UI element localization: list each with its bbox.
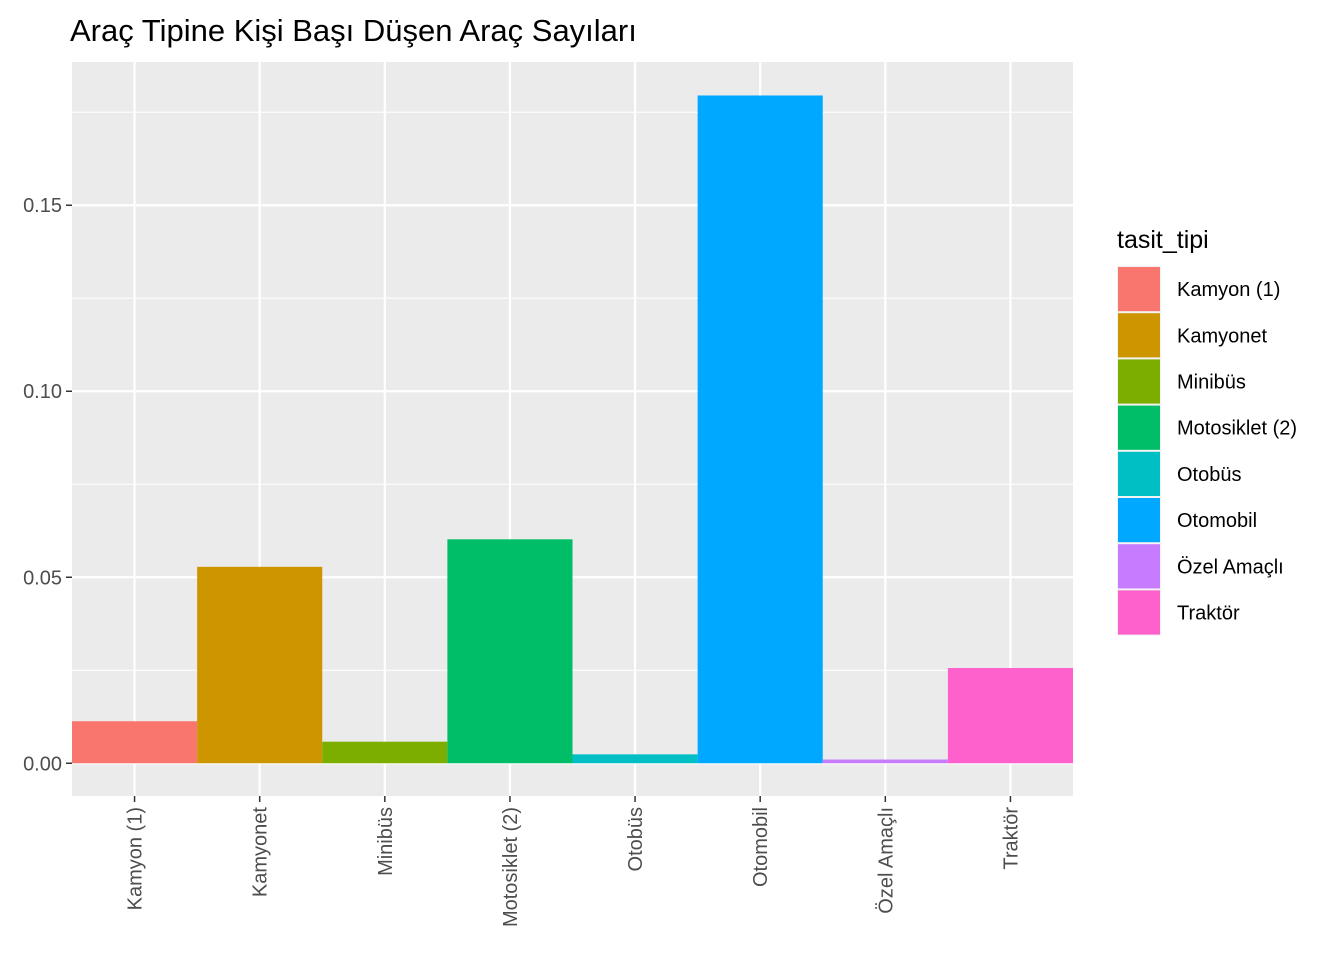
y-axis: 0.00 0.05 0.10 0.15 [23, 195, 72, 775]
y-tick-label: 0.00 [23, 753, 62, 775]
chart-title: Araç Tipine Kişi Başı Düşen Araç Sayılar… [70, 13, 637, 48]
legend-key-0 [1118, 267, 1160, 312]
legend-label: Özel Amaçlı [1177, 556, 1284, 578]
x-tick-label: Traktör [1000, 807, 1022, 870]
x-axis: Kamyon (1) Kamyonet Minibüs Motosiklet (2) O… [125, 796, 1022, 927]
bar-4 [572, 754, 698, 764]
x-tick-label: Minibüs [375, 807, 397, 876]
x-tick-label: Otomobil [750, 807, 772, 887]
bar-5 [697, 95, 823, 764]
legend-key-7 [1118, 590, 1160, 635]
plot-panel [72, 62, 1073, 796]
legend-key-6 [1118, 544, 1160, 589]
legend-key-2 [1118, 359, 1160, 404]
legend-key-4 [1118, 451, 1160, 496]
y-tick-label: 0.10 [23, 381, 62, 403]
y-tick-label: 0.15 [23, 195, 62, 217]
legend: tasit_tipi Kamyon (1) Kamyonet Minibüs Moto… [1117, 226, 1297, 636]
legend-key-3 [1118, 405, 1160, 450]
bar-1 [197, 566, 323, 764]
x-tick-label: Özel Amaçlı [875, 807, 897, 914]
bar-3 [447, 539, 573, 764]
y-tick-label: 0.05 [23, 567, 62, 589]
bar-7 [947, 668, 1073, 764]
legend-label: Traktör [1177, 603, 1240, 625]
x-tick-label: Motosiklet (2) [500, 807, 522, 927]
legend-label: Minibüs [1177, 372, 1246, 394]
bar-0 [72, 721, 198, 764]
legend-label: Kamyonet [1177, 325, 1267, 347]
bar-2 [322, 741, 448, 764]
legend-label: Otobüs [1177, 464, 1241, 486]
legend-key-1 [1118, 313, 1160, 358]
legend-title: tasit_tipi [1117, 226, 1209, 254]
legend-label: Motosiklet (2) [1177, 418, 1297, 440]
legend-label: Otomobil [1177, 510, 1257, 532]
x-tick-label: Kamyonet [250, 807, 272, 897]
x-tick-label: Kamyon (1) [125, 807, 147, 910]
x-tick-label: Otobüs [625, 807, 647, 871]
legend-label: Kamyon (1) [1177, 279, 1280, 301]
bar-6 [822, 759, 948, 764]
legend-key-5 [1118, 498, 1160, 543]
